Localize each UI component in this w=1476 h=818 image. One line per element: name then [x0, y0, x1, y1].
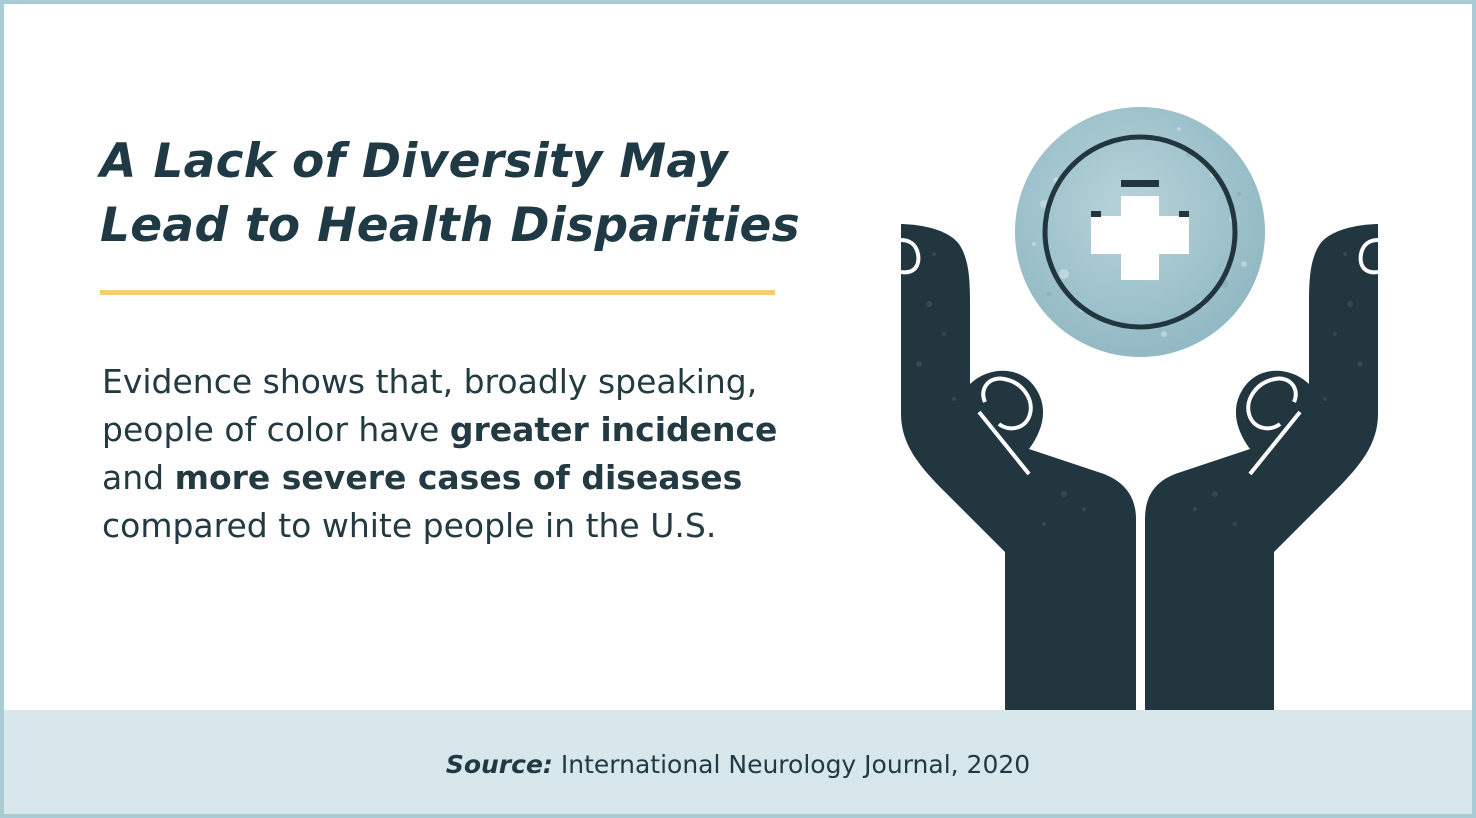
body-text-part-1: Evidence shows that, broadly speaking, p… [102, 362, 758, 449]
title-line-1: A Lack of Diversity May [100, 134, 728, 189]
hands-holding-medical-cross-icon [900, 107, 1379, 716]
body-emphasis-incidence: greater incidence [449, 410, 778, 449]
right-hand-icon [1145, 224, 1379, 716]
left-hand-icon [900, 224, 1136, 716]
source-text: International Neurology Journal, 2020 [552, 750, 1031, 779]
body-paragraph: Evidence shows that, broadly speaking, p… [102, 358, 802, 550]
source-label: Source: [445, 750, 553, 779]
body-emphasis-severity: more severe cases of diseases [174, 458, 743, 497]
title-line-2: Lead to Health Disparities [100, 198, 800, 253]
medical-cross-icon [1015, 107, 1265, 357]
body-text-part-3: compared to white people in the U.S. [102, 506, 717, 545]
body-text-part-2: and [102, 458, 175, 497]
source-citation: Source: International Neurology Journal,… [4, 750, 1472, 779]
source-footer: Source: International Neurology Journal,… [4, 710, 1472, 814]
page-title: A Lack of Diversity May Lead to Health D… [100, 130, 820, 258]
accent-divider [100, 290, 775, 295]
